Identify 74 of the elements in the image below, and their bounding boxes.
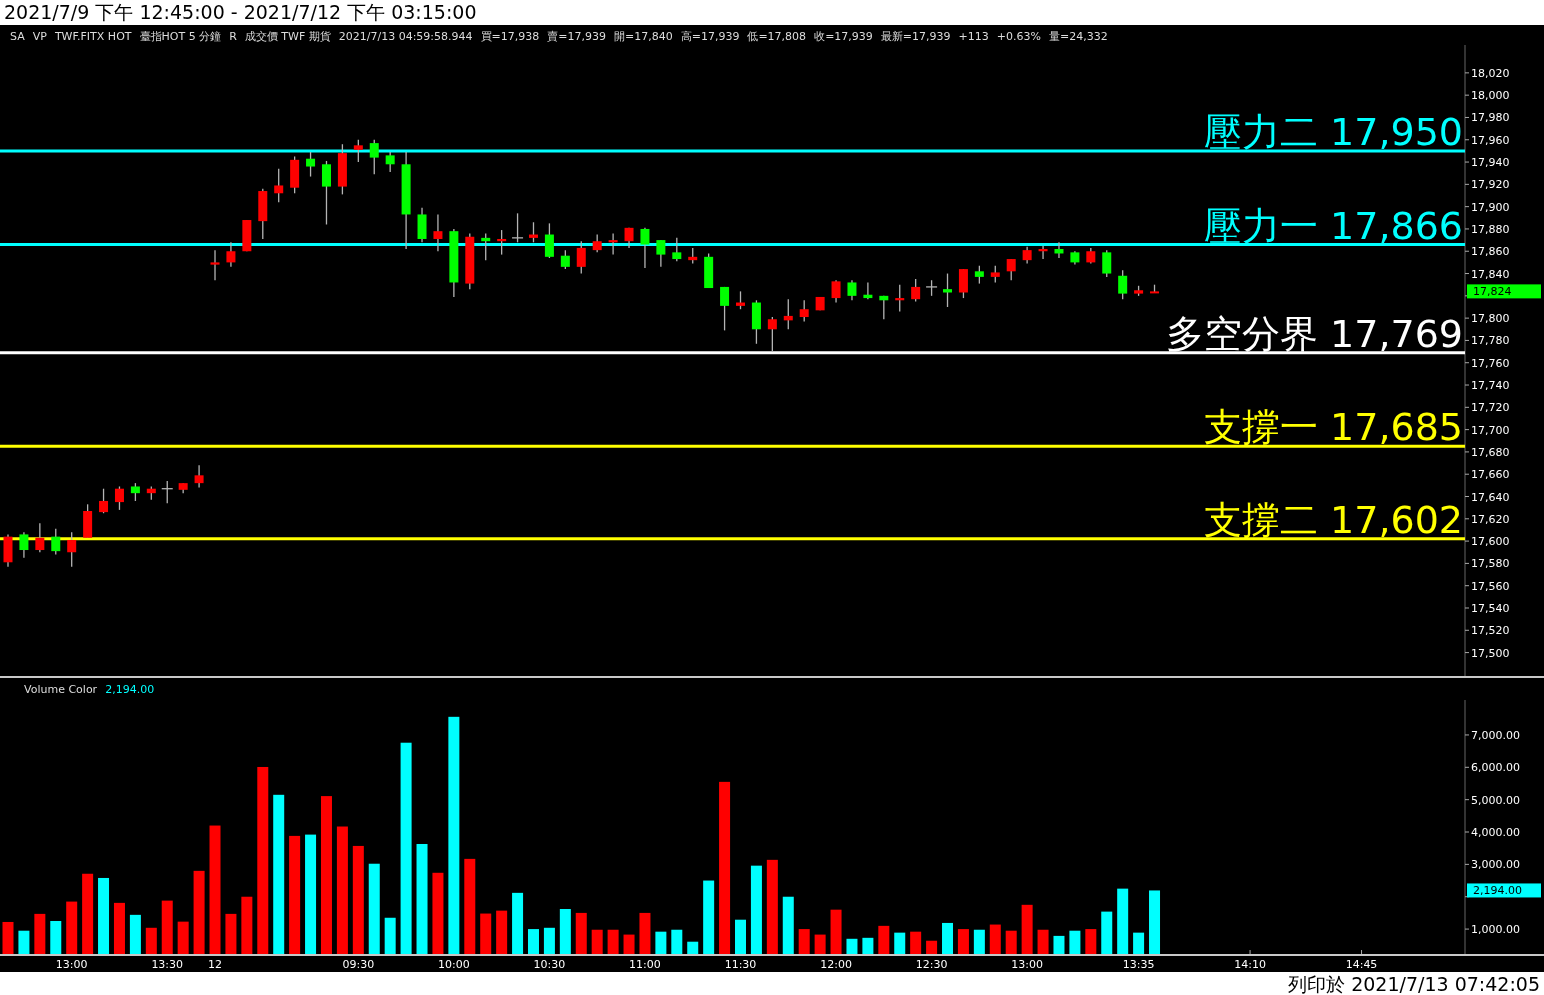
y-tick-label: 17,900: [1471, 200, 1510, 214]
text: TWF.FITX HOT: [53, 30, 132, 43]
y-tick-label: 17,760: [1471, 356, 1510, 370]
x-tick-label: 14:45: [1345, 958, 1378, 971]
x-tick-label: 12: [208, 958, 223, 971]
text: 2021/7/13 04:59:58.944: [338, 30, 473, 43]
x-tick-label: 09:30: [342, 958, 375, 971]
ref-line-label: 多空分界 17,769: [1165, 311, 1463, 356]
text: 2,194.00: [1473, 884, 1522, 898]
text: VP: [32, 30, 48, 43]
ref-line-label: 支撐二 17,602: [1203, 497, 1463, 542]
y-tick-label: 17,540: [1471, 601, 1510, 615]
text: 量=24,332: [1048, 30, 1108, 43]
y-tick-label: 17,660: [1471, 468, 1510, 482]
text: 臺指HOT 5 分鐘: [139, 30, 222, 43]
y-tick-label: 1,000.00: [1471, 923, 1520, 937]
y-tick-label: 17,920: [1471, 178, 1510, 192]
y-tick-label: 5,000.00: [1471, 793, 1520, 807]
y-tick-label: 17,720: [1471, 401, 1510, 415]
ref-line-label: 壓力一 17,866: [1203, 203, 1463, 248]
y-tick-label: 17,940: [1471, 156, 1510, 170]
y-tick-label: 4,000.00: [1471, 826, 1520, 840]
y-tick-label: 17,840: [1471, 267, 1510, 281]
text: +0.63%: [996, 30, 1041, 43]
x-tick-label: 14:10: [1234, 958, 1266, 971]
text: 列印於 2021/7/13 07:42:05: [1288, 973, 1540, 995]
y-tick-label: 17,640: [1471, 490, 1510, 504]
chart-title: 2021/7/9 下午 12:45:00 - 2021/7/12 下午 03:15:00: [4, 1, 477, 23]
text: 成交價 TWF 期貨: [244, 30, 331, 43]
text: 低=17,808: [747, 30, 807, 43]
text: SA: [10, 30, 26, 43]
x-tick-label: 13:35: [1122, 958, 1155, 971]
x-tick-label: 10:30: [533, 958, 566, 971]
text: 高=17,939: [680, 30, 740, 43]
y-tick-label: 17,680: [1471, 445, 1510, 459]
text: 開=17,840: [613, 30, 673, 43]
y-tick-label: 17,560: [1471, 579, 1510, 593]
text: Volume Color: [24, 683, 98, 696]
y-tick-label: 6,000.00: [1471, 761, 1520, 775]
text: 賣=17,939: [547, 30, 606, 43]
x-tick-label: 13:00: [1011, 958, 1043, 971]
y-tick-label: 18,000: [1471, 89, 1510, 103]
y-tick-label: 18,020: [1471, 66, 1510, 80]
y-tick-label: 17,600: [1471, 535, 1510, 549]
y-tick-label: 17,520: [1471, 624, 1510, 638]
x-tick-label: 13:00: [55, 958, 88, 971]
text: 最新=17,939: [880, 30, 951, 43]
text: R: [229, 30, 238, 43]
x-tick-label: 13:30: [151, 958, 184, 971]
x-tick-label: 11:00: [629, 958, 661, 971]
y-tick-label: 17,620: [1471, 512, 1510, 526]
y-tick-label: 7,000.00: [1471, 728, 1520, 742]
text: 2,194.00: [105, 683, 155, 696]
y-tick-label: 17,780: [1471, 334, 1510, 348]
ref-line-label: 支撐一 17,685: [1203, 405, 1463, 450]
y-tick-label: 3,000.00: [1471, 858, 1520, 872]
y-tick-label: 17,580: [1471, 557, 1510, 571]
y-tick-label: 17,860: [1471, 245, 1510, 259]
x-tick-label: 12:30: [915, 958, 948, 971]
y-tick-label: 17,880: [1471, 222, 1510, 236]
y-tick-label: 17,960: [1471, 133, 1510, 147]
text: 17,824: [1473, 285, 1512, 299]
x-tick-label: 11:30: [724, 958, 757, 971]
y-tick-label: 17,980: [1471, 111, 1510, 125]
text: 收=17,939: [814, 30, 873, 43]
x-tick-label: 10:00: [438, 958, 470, 971]
text: +113: [958, 30, 989, 43]
text: 買=17,938: [480, 30, 540, 43]
ref-line-label: 壓力二 17,950: [1203, 109, 1463, 154]
y-tick-label: 17,700: [1471, 423, 1510, 437]
y-tick-label: 17,800: [1471, 312, 1510, 326]
y-tick-label: 17,500: [1471, 646, 1510, 660]
x-tick-label: 12:00: [820, 958, 852, 971]
y-tick-label: 17,740: [1471, 379, 1510, 393]
